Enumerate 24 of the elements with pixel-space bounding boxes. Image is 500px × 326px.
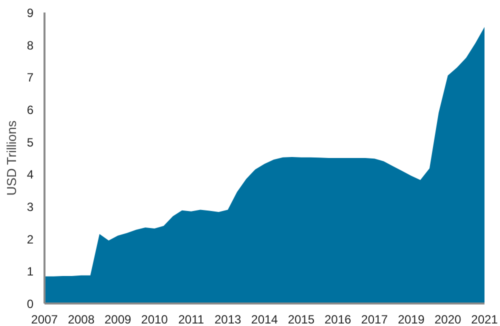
y-tick-label: 9 (26, 6, 34, 20)
x-tick-label: 2019 (398, 312, 425, 326)
y-tick-label: 4 (26, 168, 34, 182)
x-tick-label: 2015 (288, 312, 315, 326)
x-tick-label: 2010 (141, 312, 168, 326)
y-tick-label: 0 (26, 297, 34, 311)
x-tick-label: 2011 (178, 312, 204, 326)
y-tick-label: 2 (26, 232, 34, 246)
x-tick-label: 2008 (68, 312, 95, 326)
x-tick-label: 2016 (324, 312, 352, 326)
y-tick-label: 8 (26, 38, 34, 52)
x-tick-label: 2020 (434, 312, 462, 326)
y-axis-title: USD Trillions (4, 120, 19, 196)
y-tick-label: 1 (26, 264, 34, 279)
y-tick-label: 7 (26, 70, 34, 85)
x-tick-label: 2007 (31, 312, 58, 326)
x-tick-label: 2009 (104, 312, 132, 326)
x-tick-label: 2014 (251, 312, 278, 326)
x-tick-label: 2013 (214, 312, 242, 326)
y-tick-label: 3 (26, 200, 34, 214)
y-tick-label: 5 (26, 135, 34, 150)
x-tick-label: 2017 (361, 312, 388, 326)
y-tick-label: 6 (26, 103, 34, 117)
x-tick-label: 2021 (471, 312, 498, 326)
